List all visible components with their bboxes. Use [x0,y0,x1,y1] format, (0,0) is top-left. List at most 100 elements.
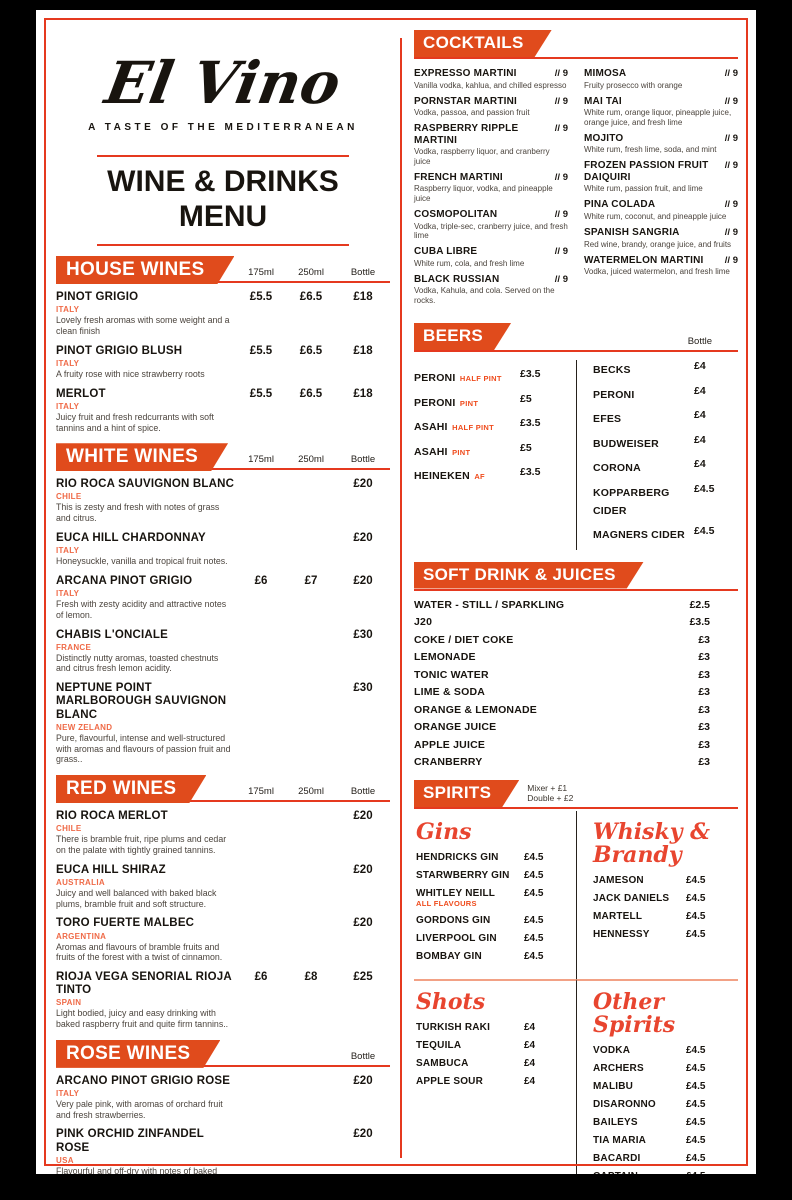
wine-items: ARCANO PINOT GRIGIO ROSE ITALY Very pale… [56,1075,390,1174]
spirit-name: JAMESON [593,875,644,887]
wine-item-text: PINK ORCHID ZINFANDEL ROSE USA Flavourfu… [56,1128,236,1174]
spirit-price: £4.5 [524,888,544,900]
wine-price-175ml [236,810,286,856]
spirit-item: HENNESSY £4.5 [593,929,730,940]
column-label-bottle: Bottle [350,785,376,797]
drink-row: APPLE JUICE £3 [414,739,738,751]
wine-description: Very pale pink, with aromas of orchard f… [56,1099,223,1120]
beer-name: PERONI [414,372,456,385]
cocktail-price: // 9 [554,246,568,258]
beers-section: BEERS Bottle PERONI HALF PINT £3.5 [414,323,738,550]
cocktail-item: WATERMELON MARTINI // 9 Vodka, juiced wa… [584,255,738,277]
wine-section-header: RED WINES 175ml 250ml Bottle [56,778,390,802]
beer-price: £4 [694,360,706,373]
column-label-250ml: 250ml [298,785,324,797]
beer-price: £4 [694,384,706,397]
beer-variant: HALF PINT [452,423,494,433]
wine-country: ITALY [56,589,80,599]
wine-price-bottle: £30 [353,628,373,641]
cocktail-name: MOJITO [584,132,624,144]
section-title-bar: SOFT DRINK & JUICES [414,562,644,589]
wine-name: ARCANA PINOT GRIGIO [56,574,193,587]
spirit-price: £4.5 [686,929,706,941]
wine-item-text: CHABIS L'ONCIALE FRANCE Distinctly nutty… [56,629,236,675]
soft-drinks-section: SOFT DRINK & JUICES WATER - STILL / SPAR… [414,562,738,768]
wine-items: RIO ROCA MERLOT CHILE There is bramble f… [56,810,390,1030]
wine-item: PINOT GRIGIO ITALY Lovely fresh aromas w… [56,291,390,337]
wine-price-bottle: £20 [353,531,373,544]
cocktail-description: Raspberry liquor, vodka, and pineapple j… [414,184,553,203]
spirit-price: £4.5 [524,951,544,963]
spirit-price: £4.5 [524,933,544,945]
wine-price-175ml [236,629,286,675]
spirit-price: £4.5 [686,911,706,923]
brand-tagline: A TASTE OF THE MEDITERRANEAN [88,122,358,133]
wine-description: Light bodied, juicy and easy drinking wi… [56,1008,229,1030]
menu-page: El Vino A TASTE OF THE MEDITERRANEAN WIN… [36,10,756,1174]
drink-price: £3 [698,633,710,646]
spirit-name: LIVERPOOL GIN [416,933,497,945]
section-title-bar: COCKTAILS [414,30,552,57]
wine-price-175ml [236,478,286,524]
wine-description: Juicy fruit and fresh redcurrants with s… [56,411,214,433]
spirit-name: HENDRICKS GIN [416,852,499,864]
column-label-175ml: 175ml [248,454,274,466]
wine-country: FRANCE [56,642,92,652]
wine-country: NEW ZELAND [56,722,113,732]
beer-item: EFES £4 [593,409,738,427]
cocktail-price: // 9 [724,199,738,211]
column-label-250ml: 250ml [298,454,324,466]
column-label-250ml [286,1062,336,1065]
cocktail-description: White rum, fresh lime, soda, and mint [584,145,717,155]
spirit-item: MALIBU £4.5 [593,1081,730,1092]
wine-section-header: HOUSE WINES 175ml 250ml Bottle [56,259,390,283]
spirit-price: £4.5 [686,1135,706,1147]
beer-variant: AF [474,472,485,482]
spirit-price: £4.5 [686,1045,706,1057]
spirit-price: £4.5 [686,1117,706,1129]
wine-country: CHILE [56,824,82,834]
column-label-175ml: 175ml [248,785,274,797]
wine-item-text: NEPTUNE POINT MARLBOROUGH SAUVIGNON BLAN… [56,682,236,765]
wine-name: EUCA HILL CHARDONNAY [56,531,206,544]
beer-item: PERONI PINT £5 [414,393,564,411]
wine-section: WHITE WINES 175ml 250ml Bottle RIO ROCA … [56,446,390,765]
cocktail-description: Vanilla vodka, kahlua, and chilled espre… [414,80,567,90]
spirit-price: £4.5 [524,915,544,927]
spirit-item: JACK DANIELS £4.5 [593,893,730,904]
whisky-brandy-heading: Whisky & Brandy [593,819,710,869]
section-title-bar: ROSE WINES [56,1040,220,1068]
beer-name: KOPPARBERG CIDER [593,486,670,517]
drink-row: ORANGE JUICE £3 [414,721,738,733]
beer-name: PERONI [414,396,456,409]
spirit-item: VODKA £4.5 [593,1045,730,1056]
wine-item-text: RIO ROCA MERLOT CHILE There is bramble f… [56,810,236,856]
cocktail-price: // 9 [554,273,568,285]
wine-price-bottle: £30 [353,682,373,695]
beer-name: BUDWEISER [593,437,659,450]
spirit-item: WHITLEY NEILL ALL FLAVOURS £4.5 [416,888,568,908]
wine-item: EUCA HILL SHIRAZ AUSTRALIA Juicy and wel… [56,864,390,910]
wine-country: CHILE [56,492,82,502]
cocktail-price: // 9 [554,95,568,107]
beer-name: ASAHI [414,421,448,434]
drink-row: COKE / DIET COKE £3 [414,634,738,646]
wine-price-250ml: £8 [304,970,318,983]
beer-price: £5 [520,441,532,454]
section-title-bar: RED WINES [56,775,206,803]
cocktail-name: MIMOSA [584,68,627,79]
spirit-name: APPLE SOUR [416,1076,484,1088]
column-label-bottle: Bottle [350,267,376,278]
cocktail-description: Vodka, passoa, and passion fruit [414,108,530,118]
wine-price-250ml: £6.5 [299,291,323,303]
cocktail-price: // 9 [724,68,738,79]
menu-title-line1: WINE & DRINKS [107,165,339,198]
spirit-item: JAMESON £4.5 [593,875,730,886]
drink-price: £3 [698,651,710,664]
wine-item-text: EUCA HILL SHIRAZ AUSTRALIA Juicy and wel… [56,864,236,910]
wine-item: RIO ROCA MERLOT CHILE There is bramble f… [56,810,390,856]
spirit-price: £4.5 [686,893,706,905]
beer-item: MAGNERS CIDER £4.5 [593,525,738,543]
cocktail-item: MIMOSA // 9 Fruity prosecco with orange [584,68,738,90]
wine-name: NEPTUNE POINT MARLBOROUGH SAUVIGNON BLAN… [56,682,227,721]
